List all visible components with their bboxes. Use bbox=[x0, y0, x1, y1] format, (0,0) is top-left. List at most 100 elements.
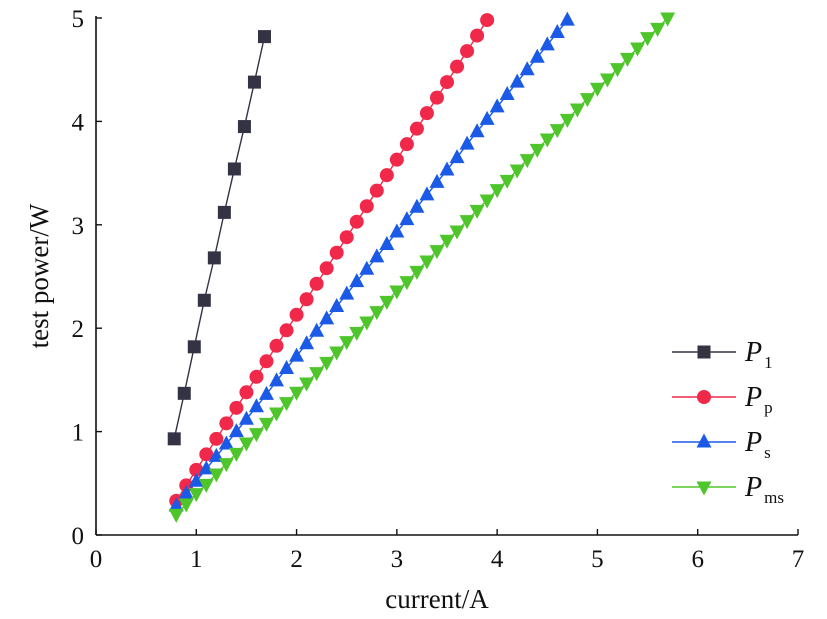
legend-label-main: P bbox=[744, 382, 762, 413]
data-point bbox=[199, 447, 214, 462]
data-point bbox=[208, 468, 224, 483]
data-point bbox=[229, 400, 244, 415]
series-Pms bbox=[168, 12, 676, 523]
data-point bbox=[218, 435, 234, 450]
data-point bbox=[339, 285, 355, 300]
legend-marker bbox=[696, 433, 712, 448]
data-point bbox=[349, 273, 365, 288]
x-tick-label: 3 bbox=[391, 546, 404, 573]
legend-label-subscript: 1 bbox=[764, 353, 773, 372]
series-Ps bbox=[168, 11, 575, 512]
data-point bbox=[177, 386, 191, 400]
data-point bbox=[269, 372, 285, 387]
data-point bbox=[389, 223, 405, 238]
x-tick-label: 5 bbox=[591, 546, 604, 573]
data-point bbox=[319, 261, 334, 276]
data-point bbox=[479, 194, 495, 209]
data-point bbox=[429, 245, 445, 260]
data-point bbox=[519, 61, 535, 76]
data-point bbox=[559, 113, 575, 128]
axes: 0 1 2 3 4 5 6 7 0 1 2 3 4 5 bbox=[72, 6, 805, 573]
data-point bbox=[227, 162, 241, 176]
y-tick-label: 4 bbox=[72, 109, 85, 136]
data-point bbox=[559, 11, 575, 26]
data-point bbox=[509, 73, 525, 88]
data-point bbox=[409, 121, 424, 136]
data-point bbox=[259, 354, 274, 369]
data-point bbox=[469, 123, 485, 138]
data-point bbox=[460, 44, 475, 59]
y-axis-label: test power/W bbox=[24, 203, 54, 348]
data-point bbox=[198, 460, 214, 475]
data-point bbox=[529, 143, 545, 158]
data-point bbox=[539, 133, 555, 148]
legend-label-main: P bbox=[744, 337, 762, 368]
y-tick-label: 5 bbox=[72, 6, 85, 33]
legend-label-subscript: p bbox=[764, 398, 773, 417]
data-point bbox=[429, 173, 445, 188]
data-point bbox=[218, 458, 234, 473]
data-point bbox=[279, 397, 295, 412]
data-point bbox=[219, 416, 234, 431]
data-point bbox=[569, 103, 585, 118]
data-point bbox=[630, 42, 646, 57]
data-point bbox=[289, 307, 304, 322]
data-point bbox=[319, 356, 335, 371]
data-point bbox=[429, 90, 444, 105]
data-point bbox=[339, 230, 354, 245]
data-point bbox=[329, 245, 344, 260]
data-point bbox=[399, 276, 415, 291]
y-tick-label: 3 bbox=[72, 213, 85, 240]
data-point bbox=[207, 251, 221, 265]
data-point bbox=[660, 12, 676, 27]
data-point bbox=[499, 86, 515, 101]
data-point bbox=[449, 225, 465, 240]
legend-label-main: P bbox=[744, 427, 762, 458]
data-point bbox=[168, 508, 184, 523]
data-point bbox=[299, 377, 315, 392]
legend-label-subscript: ms bbox=[764, 488, 784, 507]
data-point bbox=[549, 23, 565, 38]
data-point bbox=[640, 32, 656, 47]
data-point bbox=[470, 28, 485, 43]
data-point bbox=[289, 386, 305, 401]
data-point bbox=[609, 63, 625, 78]
data-point bbox=[248, 398, 264, 413]
data-point bbox=[329, 346, 345, 361]
data-point bbox=[439, 161, 455, 176]
data-point bbox=[389, 152, 404, 167]
data-point bbox=[379, 295, 395, 310]
data-point bbox=[459, 135, 475, 150]
data-point bbox=[249, 369, 264, 384]
data-point bbox=[239, 385, 254, 400]
legend-marker bbox=[697, 345, 711, 359]
data-point bbox=[258, 417, 274, 432]
data-point bbox=[198, 478, 214, 493]
data-point bbox=[178, 498, 194, 513]
data-point bbox=[269, 338, 284, 353]
data-point bbox=[309, 367, 325, 382]
x-tick-label: 1 bbox=[190, 546, 203, 573]
data-point bbox=[299, 335, 315, 350]
data-point bbox=[168, 497, 184, 512]
series-line bbox=[175, 19, 568, 507]
data-point bbox=[309, 322, 325, 337]
data-point bbox=[529, 48, 545, 63]
data-point bbox=[479, 110, 495, 125]
data-point bbox=[247, 75, 261, 89]
data-point bbox=[459, 215, 475, 230]
x-tick-label: 6 bbox=[691, 546, 704, 573]
y-tick-label: 2 bbox=[72, 316, 85, 343]
data-point bbox=[329, 297, 345, 312]
x-axis-label: current/A bbox=[385, 584, 489, 614]
data-point bbox=[419, 106, 434, 121]
data-point bbox=[289, 347, 305, 362]
data-point bbox=[449, 149, 465, 164]
data-point bbox=[349, 214, 364, 229]
